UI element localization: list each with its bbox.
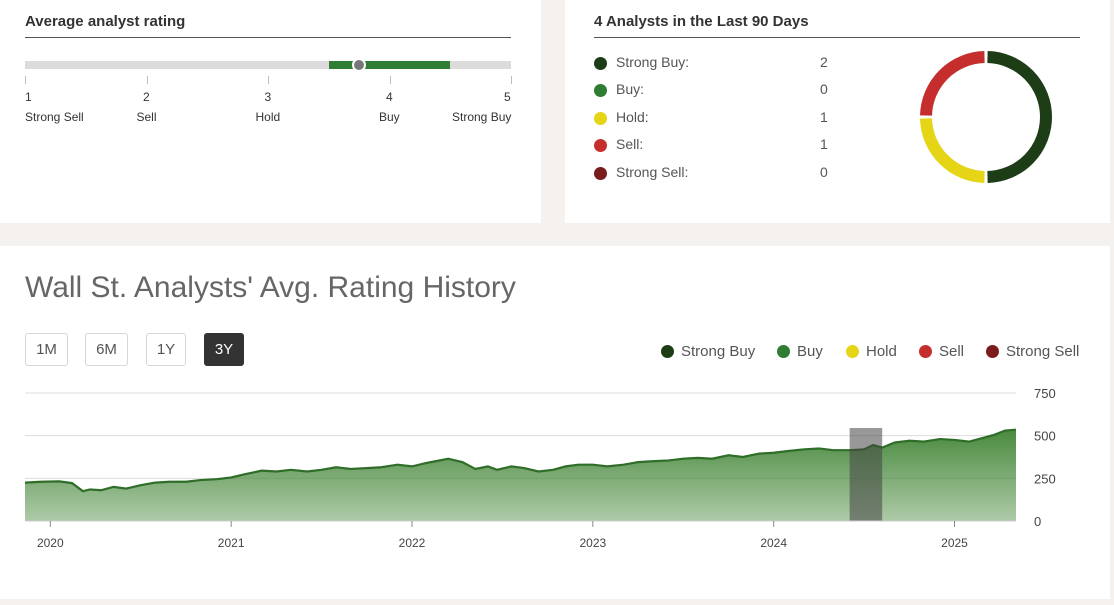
rating-history-chart: 750 500 250 0 2020 2021 2022 2023 2024 2025 [24, 386, 1056, 550]
dist-row-strong-sell: Strong Sell: 0 [594, 164, 834, 184]
dist-row-sell: Sell: 1 [594, 136, 834, 156]
rating-scale-track [25, 58, 511, 72]
buy-legend-dot-icon [777, 345, 790, 358]
range-button-3y[interactable]: 3Y [204, 333, 244, 366]
dist-count: 0 [820, 81, 828, 97]
x-tick-label: 2024 [760, 536, 787, 550]
distribution-heading: 4 Analysts in the Last 90 Days [594, 13, 1080, 38]
scale-tick-number: 5 [504, 90, 511, 104]
dist-label: Strong Sell: [616, 164, 689, 180]
x-tick-label: 2022 [399, 536, 426, 550]
scale-tick-label: Hold [255, 110, 281, 124]
buy-dot-icon [594, 84, 607, 97]
dist-count: 1 [820, 136, 828, 152]
scale-tick-mark [146, 76, 148, 84]
legend-label: Sell [939, 343, 965, 360]
sell-dot-icon [594, 139, 607, 152]
analyst-distribution-panel: 4 Analysts in the Last 90 Days Strong Bu… [565, 0, 1110, 223]
range-button-1y[interactable]: 1Y [146, 333, 186, 366]
x-tick-label: 2025 [941, 536, 968, 550]
legend-label: Hold [866, 343, 897, 360]
history-title: Wall St. Analysts' Avg. Rating History [25, 271, 516, 304]
y-tick-label: 0 [1034, 514, 1041, 529]
rating-range-bar [328, 61, 451, 69]
hold-dot-icon [594, 112, 607, 125]
legend-strong-sell: Strong Sell [986, 343, 1079, 361]
sell-legend-dot-icon [919, 345, 932, 358]
rating-history-panel: Wall St. Analysts' Avg. Rating History 1… [0, 246, 1110, 599]
legend-label: Strong Sell [1006, 343, 1080, 360]
dist-row-buy: Buy: 0 [594, 81, 834, 101]
legend-strong-buy: Strong Buy [661, 343, 755, 361]
scale-tick-number: 3 [264, 90, 272, 104]
x-tick-label: 2023 [579, 536, 606, 550]
dist-label: Sell: [616, 136, 644, 152]
dist-row-hold: Hold: 1 [594, 109, 834, 129]
dist-row-strong-buy: Strong Buy: 2 [594, 54, 834, 74]
range-button-1m[interactable]: 1M [25, 333, 68, 366]
dist-label: Buy: [616, 81, 645, 97]
y-tick-label: 500 [1034, 429, 1056, 444]
donut-slice-sell [920, 51, 985, 116]
dist-count: 1 [820, 109, 828, 125]
legend-hold: Hold [846, 343, 897, 361]
scale-tick-number: 4 [386, 90, 393, 104]
scale-tick-number: 2 [143, 90, 150, 104]
scale-tick-label: Strong Sell [25, 110, 84, 124]
scale-tick-mark [389, 76, 391, 84]
scale-tick-label: Strong Buy [452, 110, 512, 124]
donut-slice-hold [920, 118, 985, 183]
average-rating-panel: Average analyst rating 1 Strong Sell 2 Sell… [0, 0, 541, 223]
donut-slice-strong-buy [987, 51, 1052, 183]
x-tick-label: 2021 [218, 536, 245, 550]
scale-tick-mark [268, 76, 269, 84]
y-tick-label: 250 [1034, 471, 1056, 486]
legend-sell: Sell [919, 343, 964, 361]
legend-label: Buy [797, 343, 823, 360]
legend-label: Strong Buy [681, 343, 756, 360]
strong-sell-dot-icon [594, 167, 607, 180]
strong-buy-dot-icon [594, 57, 607, 70]
highlight-band [849, 428, 883, 521]
scale-tick-mark [511, 76, 512, 84]
legend-buy: Buy [777, 343, 823, 361]
strong-sell-legend-dot-icon [986, 345, 999, 358]
strong-buy-legend-dot-icon [661, 345, 674, 358]
scale-tick-number: 1 [25, 90, 32, 104]
scale-tick-mark [25, 76, 26, 84]
average-rating-heading: Average analyst rating [25, 13, 511, 38]
dist-label: Hold: [616, 109, 649, 125]
scale-tick-label: Sell [136, 110, 157, 124]
hold-legend-dot-icon [846, 345, 859, 358]
dist-count: 0 [820, 164, 828, 180]
scale-tick-label: Buy [379, 110, 400, 124]
dist-label: Strong Buy: [616, 54, 690, 70]
y-tick-label: 750 [1034, 386, 1056, 401]
x-tick-label: 2020 [37, 536, 64, 550]
dist-count: 2 [820, 54, 828, 70]
distribution-donut-chart [920, 51, 1052, 183]
rating-marker [352, 58, 367, 72]
history-area [25, 429, 1016, 521]
range-button-6m[interactable]: 6M [85, 333, 128, 366]
